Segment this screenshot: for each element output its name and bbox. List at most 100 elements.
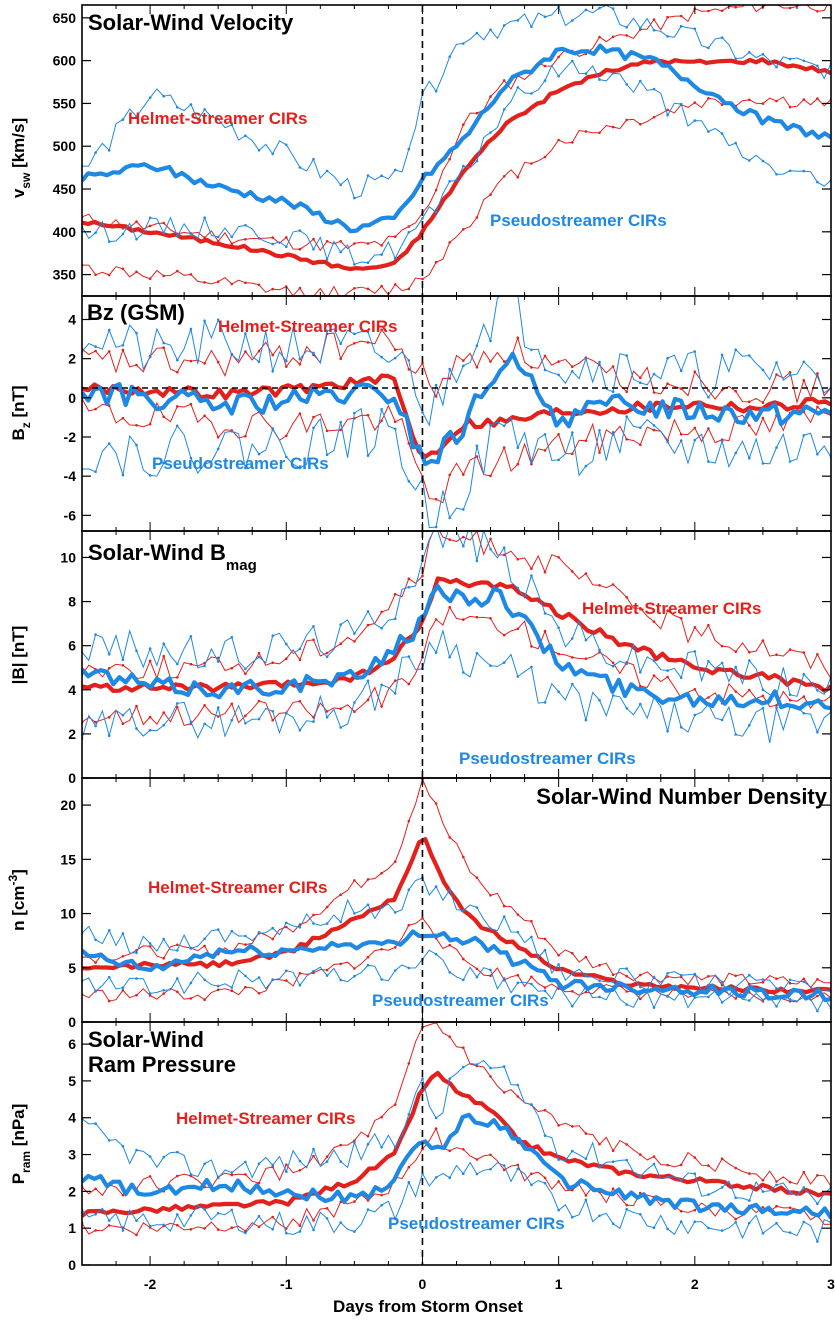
y-axis-title: vsw [km/s]: [9, 118, 33, 198]
helmet-lower-point: [203, 281, 206, 284]
helmet-lower-point: [203, 414, 206, 418]
pseudo-upper-point: [380, 906, 383, 909]
helmet-lower-point: [816, 994, 819, 998]
pseudo-lower-point: [298, 466, 302, 470]
pseudo-lower-point: [666, 994, 669, 998]
helmet-upper-point: [816, 372, 819, 375]
pseudo-upper-point: [216, 928, 220, 931]
helmet-lower-point: [639, 684, 642, 688]
pseudo-lower-point: [407, 655, 411, 658]
helmet-lower-point: [107, 715, 111, 719]
helmet-lower-point: [230, 702, 234, 706]
pseudo-upper-point: [652, 659, 656, 663]
helmet-lower-line: [82, 1127, 831, 1236]
helmet-lower-point: [107, 273, 111, 277]
helmet-lower-point: [475, 1158, 479, 1161]
helmet-upper-point: [285, 236, 288, 239]
helmet-lower-point: [271, 287, 275, 291]
helmet-lower-point: [516, 1163, 520, 1167]
panel-title-line2: Ram Pressure: [88, 1052, 236, 1077]
helmet-lower-point: [257, 283, 261, 287]
helmet-upper-point: [543, 570, 547, 574]
pseudo-lower-point: [516, 86, 520, 89]
pseudo-lower-point: [366, 261, 370, 265]
helmet-upper-point: [803, 1, 806, 4]
pseudo-upper-point: [230, 636, 234, 639]
pseudo-upper-point: [203, 664, 206, 668]
y-tick-label: 10: [60, 549, 76, 565]
helmet-upper-point: [271, 353, 275, 357]
pseudo-lower-point: [611, 694, 615, 697]
helmet-lower-point: [339, 298, 342, 301]
pseudo-lower-point: [625, 707, 628, 710]
helmet-upper-point: [407, 225, 411, 228]
helmet-lower-point: [353, 287, 356, 290]
helmet-upper-point: [666, 15, 669, 19]
helmet-upper-point: [598, 963, 601, 967]
pseudo-lower-point: [462, 164, 465, 168]
pseudo-lower-point: [148, 216, 152, 220]
pseudo-upper-point: [679, 24, 683, 28]
pseudo-upper-point: [761, 688, 765, 691]
helmet-upper-point: [557, 1124, 560, 1127]
helmet-label: Helmet-Streamer CIRs: [582, 599, 762, 618]
y-axis-symbol: B: [9, 428, 28, 440]
helmet-upper-point: [162, 654, 165, 658]
pseudo-upper-point: [94, 345, 97, 348]
pseudo-upper-point: [530, 1103, 533, 1106]
pseudo-lower-point: [502, 108, 506, 111]
helmet-upper-point: [543, 1108, 547, 1112]
pseudo-lower-point: [257, 976, 261, 979]
pseudo-upper-point: [761, 978, 765, 981]
helmet-lower-point: [748, 98, 751, 102]
helmet-lower-point: [203, 998, 206, 1001]
pseudo-label: Pseudostreamer CIRs: [459, 749, 636, 768]
plot-area: [82, 1, 831, 301]
pseudo-lower-point: [720, 439, 724, 443]
helmet-lower-point: [693, 688, 697, 691]
pseudo-lower-point: [216, 706, 220, 709]
pseudo-upper-point: [285, 1170, 288, 1173]
pseudo-upper-point: [611, 390, 615, 394]
pseudo-lower-point: [543, 989, 547, 993]
pseudo-mean-line: [82, 1112, 831, 1220]
helmet-lower-line: [82, 398, 831, 504]
pseudo-upper-point: [203, 108, 206, 111]
pseudo-upper-point: [502, 24, 506, 27]
pseudo-lower-point: [693, 119, 697, 122]
helmet-lower-point: [216, 715, 220, 718]
helmet-upper-point: [339, 1143, 343, 1147]
y-axis-unit-close: ]: [9, 869, 28, 875]
helmet-lower-point: [339, 707, 343, 710]
helmet-lower-point: [584, 439, 588, 443]
pseudo-lower-point: [761, 706, 765, 710]
pseudo-lower-point: [107, 734, 111, 737]
pseudo-upper-point: [121, 658, 125, 662]
helmet-label: Helmet-Streamer CIRs: [176, 1109, 356, 1128]
y-tick-label: 0: [68, 770, 76, 786]
pseudo-upper-point: [339, 1160, 343, 1163]
helmet-upper-point: [285, 1163, 288, 1166]
helmet-upper-point: [366, 341, 370, 344]
helmet-upper-point: [380, 244, 383, 247]
helmet-lower-point: [693, 1208, 697, 1212]
helmet-upper-point: [584, 955, 588, 959]
helmet-lower-point: [530, 462, 533, 466]
helmet-upper-point: [339, 642, 343, 645]
pseudo-lower-point: [557, 74, 560, 78]
pseudo-lower-point: [353, 263, 356, 266]
pseudo-lower-point: [652, 1226, 656, 1229]
pseudo-upper-point: [707, 1193, 710, 1196]
helmet-lower-point: [448, 1149, 452, 1153]
pseudo-lower-point: [257, 452, 261, 456]
pseudo-upper-point: [176, 662, 179, 666]
pseudo-upper-point: [734, 985, 737, 989]
helmet-lower-point: [462, 473, 465, 476]
pseudo-upper-point: [761, 1190, 765, 1193]
pseudo-upper-point: [788, 57, 792, 61]
helmet-lower-point: [135, 270, 138, 274]
helmet-upper-point: [775, 1180, 778, 1183]
helmet-upper-point: [502, 1091, 506, 1094]
helmet-upper-point: [611, 35, 615, 39]
pseudo-upper-point: [734, 1196, 737, 1200]
